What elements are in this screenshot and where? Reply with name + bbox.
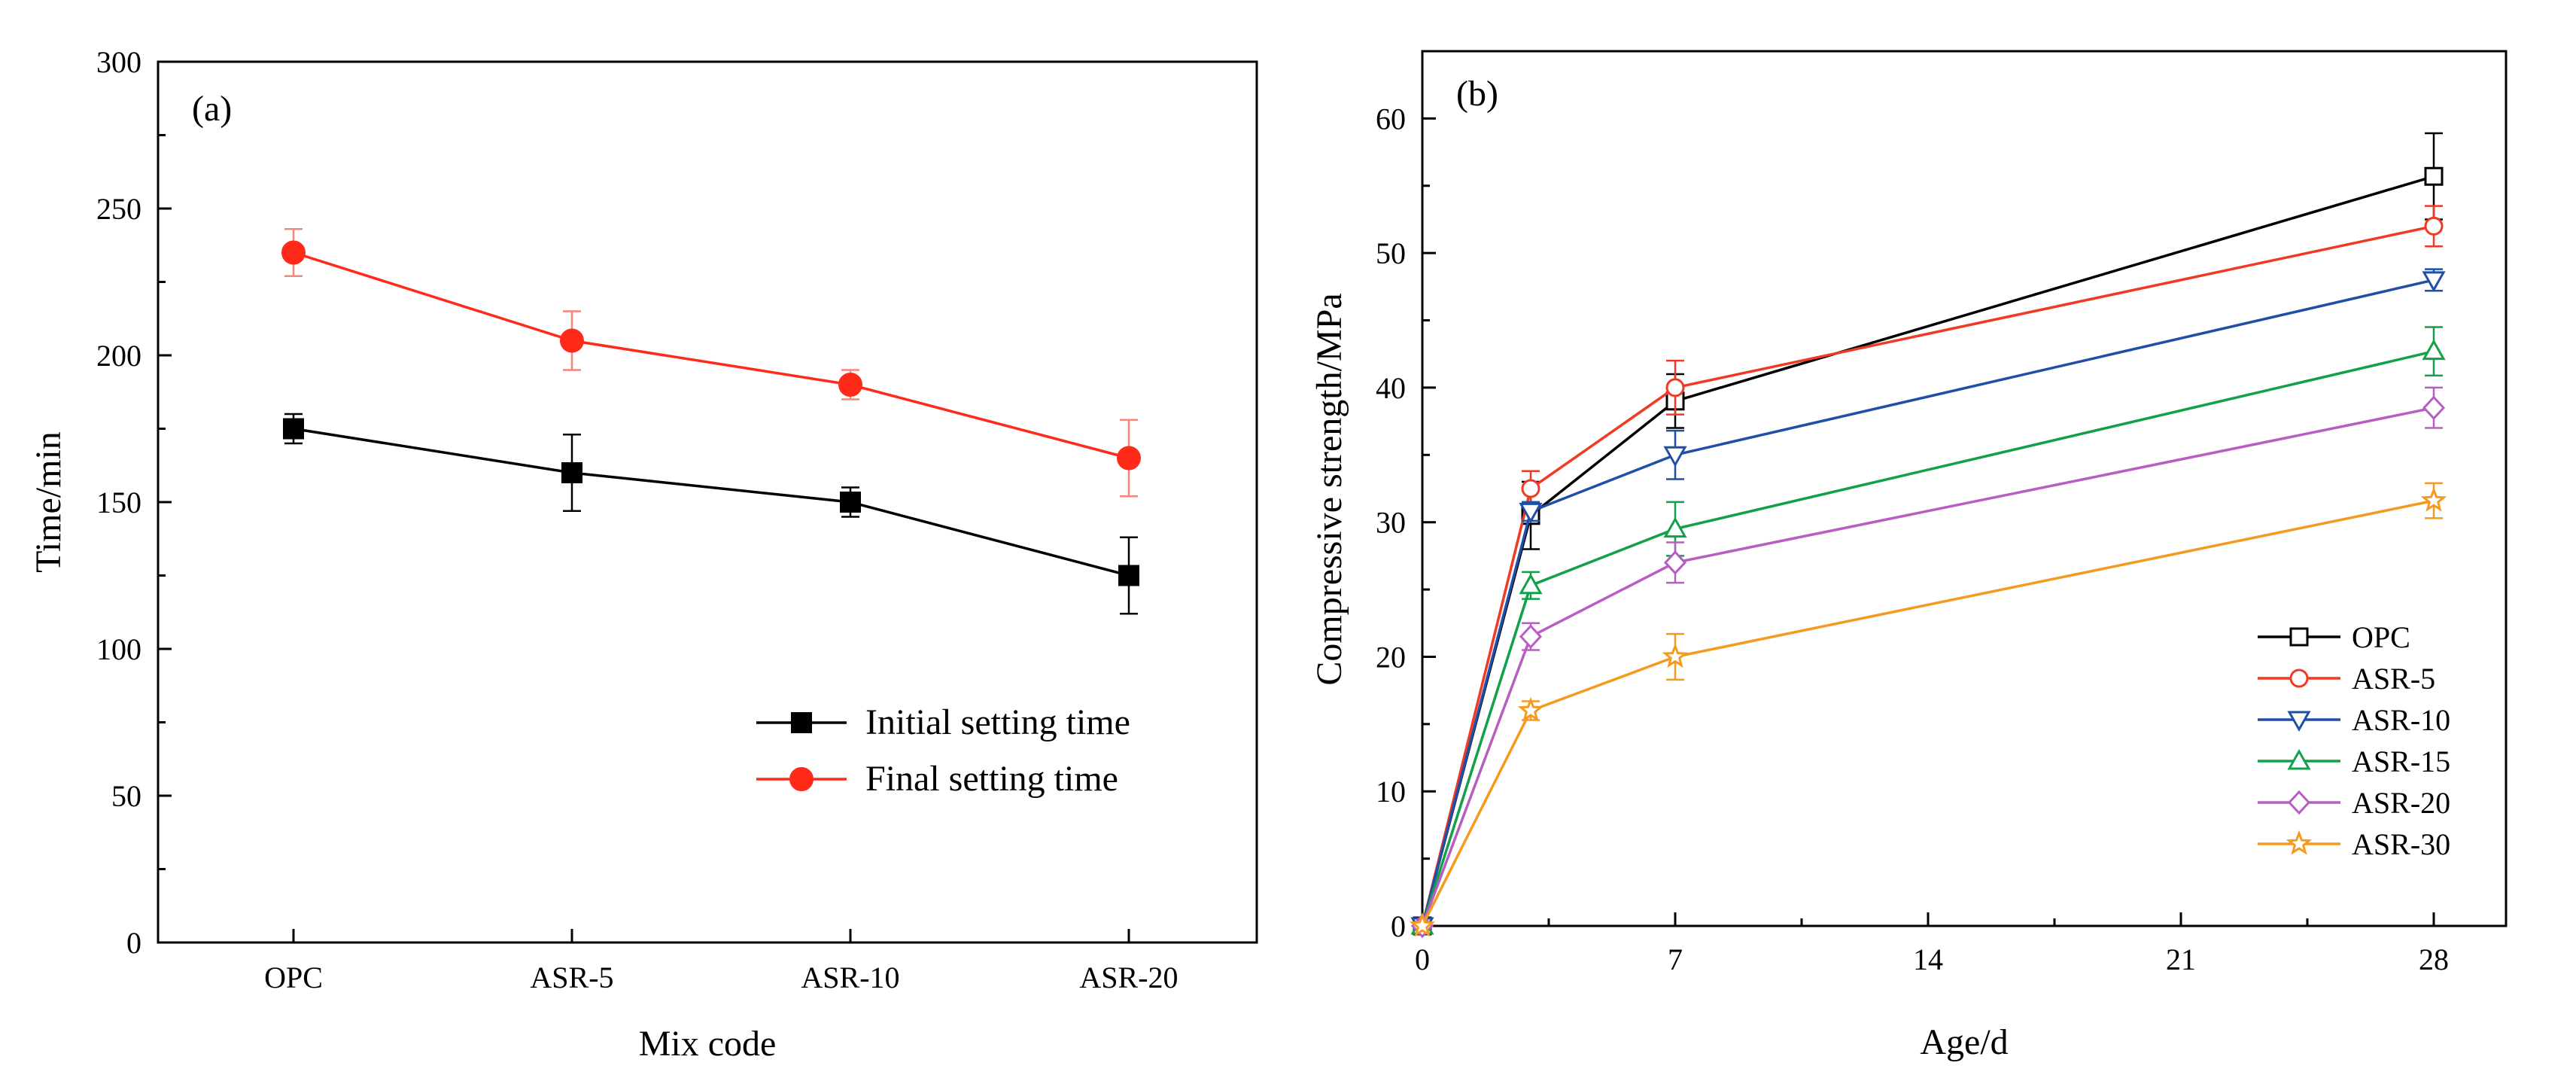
panel-a-y-tick-label: 0 [126,926,141,960]
panel-b-y-axis-title: Compressive strength/MPa [1309,293,1349,685]
panel-a-y-tick-label: 250 [96,192,141,226]
panel-b-data-point [1521,479,1540,498]
panel-b-legend-marker [2287,790,2311,815]
panel-b-data-point [2422,271,2446,292]
panel-a-x-axis-title: Mix code [639,1024,777,1064]
panel-b-series-line [1421,349,2435,927]
panel-a-data-point [281,240,306,265]
panel-a-data-point [1118,565,1139,586]
panel-b-series-line [1421,175,2435,927]
panel-a-data-point [1117,446,1141,470]
panel-a-series-line [293,427,1130,577]
panel-b-series-line [1421,279,2435,927]
panel-b-x-tick-label: 14 [1913,942,1943,976]
panel-b-data-point [1663,446,1687,467]
panel-b-x-axis-title: Age/d [1920,1022,2008,1062]
panel-b-plot-frame [1421,50,2508,927]
panel-b-series-4 [1410,386,2446,939]
panel-b-legend-marker [2286,830,2313,855]
panel-b-y-tick-label: 40 [1376,371,1406,405]
panel-b-data-point [2424,216,2444,236]
panel-b-x-tick-label: 7 [1668,942,1683,976]
panel-a-data-point [561,462,582,483]
panel-a-data-point [560,328,584,353]
panel-b-axis-ticks: 0 10 20 30 40 50 60 0 7 14 21 28 [1376,50,2449,976]
panel-b-data-point [1409,912,1436,937]
panel-a-y-tick-label: 150 [96,486,141,519]
panel-b-data-point [2422,395,2446,420]
panel-a-y-tick-label: 300 [96,45,141,79]
panel-a-series-0 [283,413,1139,615]
panel-b-data-point [1662,643,1689,668]
panel-b-legend-label: OPC [2352,620,2410,654]
panel-a-y-tick-label: 50 [111,779,141,813]
panel-b-label: (b) [1456,74,1498,114]
panel-a-x-tick-label: ASR-10 [801,961,899,994]
panel-b-legend-label: ASR-20 [2352,786,2450,820]
panel-b-legend-label: ASR-5 [2352,662,2435,696]
panel-b-x-tick-label: 0 [1415,942,1430,976]
panel-a-legend-marker [791,712,812,733]
panel-b-x-tick-label: 21 [2166,942,2196,976]
panel-a-data-point [283,418,304,440]
panel-a-plot-frame [157,60,1258,944]
panel-b-legend: OPC ASR-5 ASR-10 ASR-15 ASR-20 ASR-30 [2258,620,2450,861]
panel-b-y-tick-label: 60 [1376,102,1406,136]
panel-b-y-tick-label: 0 [1391,909,1406,943]
panel-a-legend-marker [789,767,814,791]
panel-b-data-point [1519,502,1543,524]
panel-a-y-tick-label: 200 [96,339,141,373]
panel-a-setting-time-chart: (a) Time/min Mix code 0 50 100 150 200 250 300… [29,45,1258,1064]
panel-b-series-line [1421,406,2435,927]
panel-a-data-point [840,492,861,513]
panel-b-series-line [1421,224,2435,927]
panel-b-data-point [2422,339,2446,361]
panel-a-x-tick-label: OPC [264,961,323,994]
panel-b-data-point [1663,550,1687,575]
panel-b-data-point [1517,696,1544,722]
panel-a-series-1 [281,228,1141,498]
panel-b-data-point [2424,166,2444,186]
panel-b-series-2 [1410,268,2446,939]
panel-b-y-tick-label: 50 [1376,236,1406,270]
panel-a-legend: Initial setting time Final setting time [756,702,1130,799]
panel-b-series-5 [1409,482,2447,937]
panel-b-x-tick-label: 28 [2419,942,2449,976]
panel-a-axis-ticks: 0 50 100 150 200 250 300 OPC ASR-5 ASR-10 ASR-20 [96,45,1179,994]
panel-b-series-layer [1409,132,2447,939]
panel-b-data-point [1519,573,1543,595]
panel-b-legend-marker [2287,748,2311,770]
panel-b-series-line [1421,499,2435,927]
panel-a-label: (a) [192,89,232,129]
panel-a-series-line [293,251,1130,460]
panel-b-data-point [1665,378,1685,397]
panel-a-series-layer [281,228,1141,615]
panel-a-x-tick-label: ASR-5 [530,961,613,994]
panel-a-x-tick-label: ASR-20 [1079,961,1178,994]
panel-b-y-tick-label: 30 [1376,506,1406,540]
panel-b-legend-marker [2289,627,2309,647]
panel-b-compressive-strength-chart: (b) Compressive strength/MPa Age/d 0 10 20… [1309,50,2508,1062]
panel-a-legend-label: Initial setting time [865,702,1130,742]
panel-a-legend-label: Final setting time [865,759,1118,799]
panel-b-legend-marker [2287,711,2311,732]
panel-a-y-axis-title: Time/min [29,431,68,573]
panel-b-data-point [1519,624,1543,649]
panel-b-data-point [2420,486,2447,512]
panel-b-legend-label: ASR-15 [2352,745,2450,778]
panel-b-y-tick-label: 10 [1376,775,1406,808]
panel-b-legend-marker [2289,668,2309,688]
panel-b-series-0 [1413,132,2444,936]
panel-b-y-tick-label: 20 [1376,640,1406,674]
panel-b-legend-label: ASR-10 [2352,703,2450,737]
panel-b-legend-label: ASR-30 [2352,827,2450,861]
panel-b-data-point [1663,516,1687,538]
panel-b-series-3 [1410,326,2446,935]
panel-a-data-point [838,373,862,397]
panel-a-y-tick-label: 100 [96,632,141,666]
